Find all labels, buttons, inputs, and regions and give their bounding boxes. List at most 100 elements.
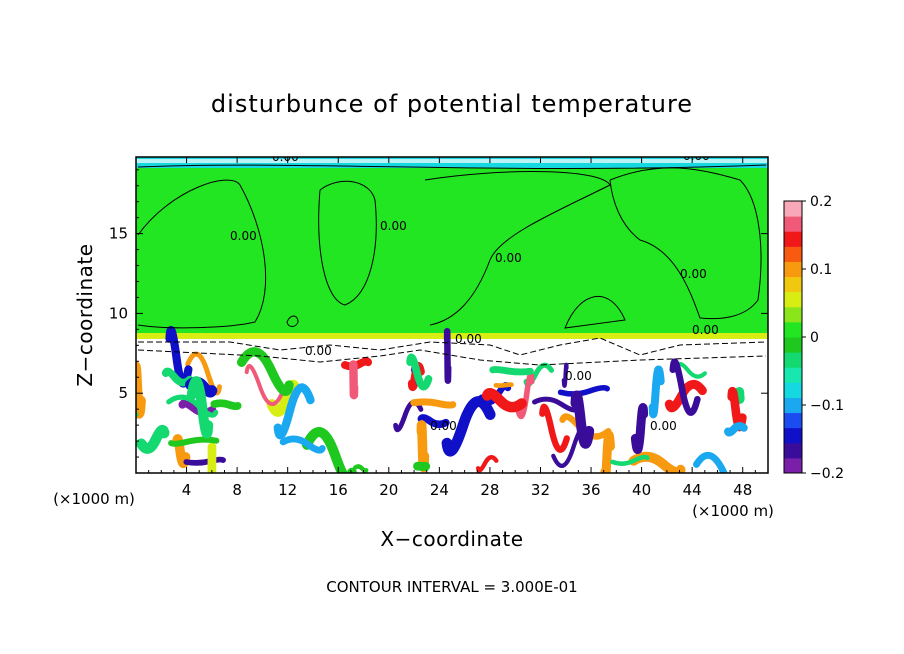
y-tick-label: 15 <box>109 225 128 243</box>
swirl-stroke <box>514 372 535 419</box>
contour-label: 0.00 <box>430 419 457 433</box>
swirl-stroke <box>410 398 457 409</box>
contour-line <box>564 295 626 329</box>
colorbar-swatch <box>784 246 802 262</box>
x-axis-label: X−coordinate <box>380 527 523 551</box>
colorbar-swatch <box>784 457 802 474</box>
turbulent-swirls <box>136 325 748 473</box>
x-tick-label: 16 <box>329 481 348 499</box>
colorbar-swatch <box>784 337 802 353</box>
contour-label: 0.00 <box>650 419 677 433</box>
swirl-stroke <box>279 435 326 454</box>
x-tick-label: 40 <box>632 481 651 499</box>
colorbar-swatch <box>784 442 802 459</box>
x-unit-left: (×1000 m) <box>53 490 135 508</box>
swirl-stroke <box>416 420 430 473</box>
chart-title: disturbunce of potential temperature <box>211 90 693 118</box>
swirl-stroke <box>561 362 569 388</box>
contour-line <box>137 164 767 170</box>
swirl-stroke <box>610 454 650 466</box>
contour-line <box>609 167 762 320</box>
inversion-band <box>136 333 768 339</box>
colorbar-swatch <box>784 306 802 323</box>
swirl-stroke <box>481 388 527 413</box>
colorbar-swatch <box>784 367 802 383</box>
contour-line <box>424 171 611 326</box>
x-axis: 4 8 12 16 20 24 28 32 36 40 44 48 <box>148 157 756 499</box>
colorbar-tick-label: 0.2 <box>810 194 832 210</box>
colorbar-swatch <box>784 276 802 293</box>
swirl-stroke <box>417 414 450 429</box>
contour-label: 0.00 <box>683 149 710 163</box>
swirl-stroke <box>570 390 595 449</box>
negative-contour <box>138 337 767 356</box>
swirl-stroke <box>136 411 139 417</box>
swirl-stroke <box>441 396 496 457</box>
swirl-stroke <box>236 347 294 396</box>
colorbar-swatch <box>784 231 802 247</box>
x-tick-label: 28 <box>480 481 499 499</box>
contour-label: 0.00 <box>495 251 522 265</box>
swirl-stroke <box>136 361 146 419</box>
contour-label: 0.00 <box>565 369 592 383</box>
swirl-stroke <box>161 367 194 387</box>
contour-line <box>318 180 377 306</box>
x-tick-label: 20 <box>379 481 398 499</box>
swirl-stroke <box>532 396 581 413</box>
x-tick-label: 36 <box>581 481 600 499</box>
swirl-stroke <box>273 383 315 440</box>
contour-label: 0.00 <box>230 229 257 243</box>
colorbar-swatch <box>784 382 802 398</box>
x-unit-right: (×1000 m) <box>692 502 774 520</box>
colorbar-swatch <box>784 427 802 444</box>
swirl-stroke <box>475 455 499 473</box>
x-tick-label: 8 <box>232 481 242 499</box>
swirl-stroke <box>353 464 369 473</box>
colorbar-tick-label: −0.2 <box>810 466 844 482</box>
contour-interval-note: CONTOUR INTERVAL = 3.000E-01 <box>326 578 577 596</box>
x-tick-label: 4 <box>182 481 192 499</box>
contour-lines: 0.00 0.00 0.00 0.00 0.00 0.00 0.00 0.00 0.00 0.00… <box>137 149 767 433</box>
colorbar-swatch <box>784 291 802 308</box>
contour-label: 0.00 <box>692 323 719 337</box>
swirl-stroke <box>210 399 242 411</box>
x-tick-label: 32 <box>531 481 550 499</box>
swirl-stroke <box>676 362 707 379</box>
colorbar-swatch <box>784 216 802 232</box>
upper-zero-region <box>136 157 768 337</box>
swirl-stroke <box>693 452 728 473</box>
contour-label: 0.00 <box>272 150 299 164</box>
colorbar-swatch <box>784 321 802 338</box>
x-tick-label: 48 <box>733 481 752 499</box>
swirl-stroke <box>493 382 514 388</box>
heatmap-field: 0.00 0.00 0.00 0.00 0.00 0.00 0.00 0.00 0.00 0.00… <box>136 149 768 473</box>
contour-line <box>137 179 267 329</box>
swirl-stroke <box>244 364 284 406</box>
y-tick-label: 10 <box>109 304 128 322</box>
colorbar-swatch <box>784 352 802 368</box>
colorbar-swatch <box>784 201 802 217</box>
top-band-white <box>136 159 768 163</box>
swirl-stroke <box>183 456 226 466</box>
swirl-stroke <box>168 436 220 447</box>
contour-label: 0.00 <box>680 267 707 281</box>
swirl-stroke <box>185 351 222 396</box>
swirl-stroke <box>186 376 214 439</box>
swirl-stroke <box>489 366 534 376</box>
swirl-stroke <box>557 384 610 397</box>
negative-contour <box>137 349 767 366</box>
y-axis-label: Z−coordinate <box>73 243 97 386</box>
colorbar-swatch <box>784 397 802 414</box>
swirl-stroke <box>648 365 665 419</box>
y-axis: 5 10 15 <box>109 169 768 458</box>
contour-line <box>286 315 299 327</box>
contour-label: 0.00 <box>305 344 332 358</box>
colorbar-tick-label: −0.1 <box>810 398 844 414</box>
contour-label: 0.00 <box>380 219 407 233</box>
colorbar-tick-label: 0 <box>810 330 819 346</box>
y-tick-label: 5 <box>118 384 128 402</box>
x-tick-label: 24 <box>430 481 449 499</box>
colorbar-tick-label: 0.1 <box>810 262 832 278</box>
contour-label: 0.00 <box>455 332 482 346</box>
